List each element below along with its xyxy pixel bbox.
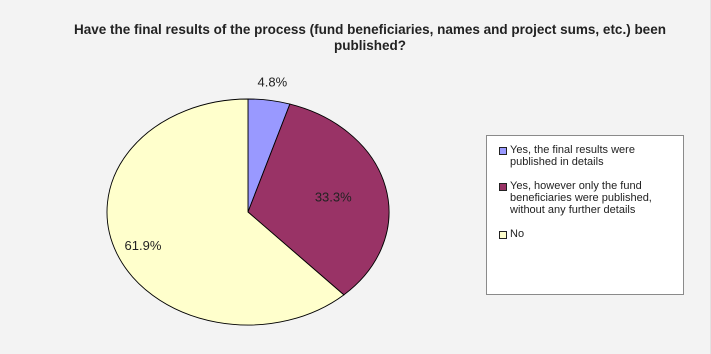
legend: Yes, the final results were published in… [486, 135, 684, 295]
pie-slice [247, 103, 390, 296]
legend-item: Yes, the final results were published in… [499, 144, 677, 168]
slice-label: 4.8% [258, 74, 288, 89]
pie-slice [106, 98, 345, 326]
legend-label: No [510, 228, 525, 240]
slice-label: 61.9% [125, 238, 162, 253]
legend-label: Yes, the final results were published in… [510, 144, 635, 168]
slice-label: 33.3% [315, 190, 352, 205]
legend-swatch [499, 231, 507, 239]
legend-item: No [499, 228, 677, 240]
chart-title: Have the final results of the process (f… [74, 22, 666, 53]
legend-item: Yes, however only the fund beneficiaries… [499, 180, 677, 216]
legend-label: Yes, however only the fund beneficiaries… [510, 180, 652, 216]
legend-swatch [499, 183, 507, 191]
legend-swatch [499, 147, 507, 155]
